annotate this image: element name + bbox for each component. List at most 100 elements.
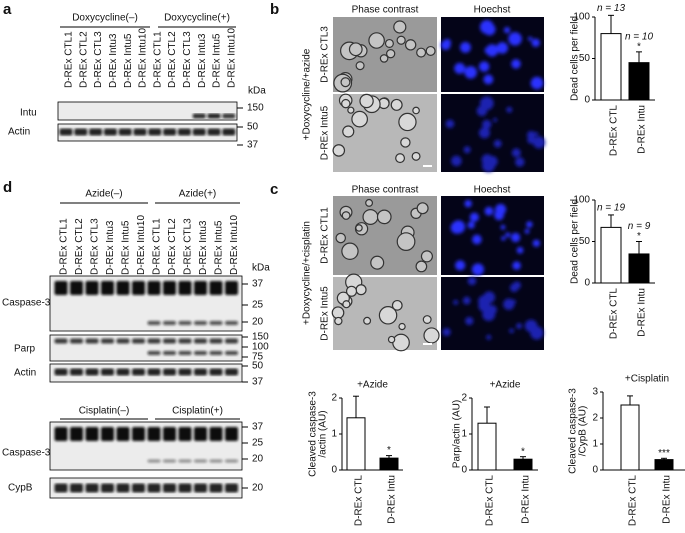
marker-label: 100 xyxy=(252,342,269,353)
cell xyxy=(335,232,346,244)
n-label: n = 10 xyxy=(625,32,654,43)
band xyxy=(54,338,68,344)
cell xyxy=(355,284,367,296)
cell xyxy=(386,49,396,59)
band xyxy=(70,483,83,493)
cells xyxy=(332,93,421,164)
error-bar xyxy=(661,457,667,460)
x-tick-label: D-REx Intu xyxy=(637,288,648,337)
marker-label: 20 xyxy=(252,454,264,465)
marker-label: 50 xyxy=(252,361,264,372)
cell xyxy=(370,255,385,270)
row-label: D-REx CTL3 xyxy=(320,26,331,83)
band xyxy=(194,338,207,344)
nucleus xyxy=(496,42,509,54)
nucleus xyxy=(494,210,505,221)
band xyxy=(194,427,207,441)
cell xyxy=(378,306,398,325)
cell xyxy=(334,316,343,326)
nucleus xyxy=(516,246,524,254)
nucleus xyxy=(536,141,542,147)
y-tick-label: 2 xyxy=(331,393,337,404)
cell xyxy=(351,110,368,128)
lane-label: D-REx CTL2 xyxy=(74,218,85,275)
nucleus xyxy=(515,157,525,167)
cells xyxy=(335,198,433,273)
nucleus xyxy=(455,260,466,271)
nucleus xyxy=(516,323,523,330)
marker-label: 37 xyxy=(252,377,264,388)
band xyxy=(133,128,147,136)
band xyxy=(163,427,176,441)
band xyxy=(178,338,192,344)
bands xyxy=(54,368,238,376)
row-label: Actin xyxy=(14,368,36,379)
nucleus xyxy=(472,234,482,245)
row-label: Intu xyxy=(20,108,37,119)
nucleus xyxy=(511,59,521,69)
band xyxy=(192,128,206,136)
y-tick-label: 0 xyxy=(461,465,467,476)
band xyxy=(194,351,207,355)
nucleus xyxy=(463,146,471,154)
band xyxy=(147,351,161,355)
band xyxy=(132,368,145,376)
band xyxy=(209,459,223,463)
band xyxy=(163,338,176,344)
cell xyxy=(341,98,351,109)
cell xyxy=(348,42,363,57)
nucleus xyxy=(453,299,459,305)
lane-label: D-REx Intu5 xyxy=(214,220,225,275)
band xyxy=(194,368,207,376)
lane-label: D-REx CTL3 xyxy=(93,31,104,88)
nucleus xyxy=(533,131,539,137)
group-label: Doxycycline(–) xyxy=(72,13,138,24)
nucleus xyxy=(451,220,466,234)
band xyxy=(194,321,207,325)
band xyxy=(177,128,191,136)
band xyxy=(70,368,83,376)
cell xyxy=(411,151,421,161)
blot xyxy=(57,123,238,142)
cell xyxy=(342,125,355,138)
row-label: Caspase-3 xyxy=(2,298,51,309)
condition-label: +Doxycycline/+cisplatin xyxy=(302,221,313,325)
cell xyxy=(363,316,372,325)
lane-label: D-REx Intu5 xyxy=(123,33,134,88)
blot xyxy=(57,101,238,121)
cell xyxy=(400,137,411,148)
band xyxy=(89,128,103,136)
bar xyxy=(628,62,650,101)
y-tick-label: 1 xyxy=(592,439,598,450)
band xyxy=(85,368,99,376)
bar xyxy=(513,458,533,471)
y-tick-label: 0 xyxy=(331,465,337,476)
cells xyxy=(333,20,436,93)
lane-label: D-REx Intu10 xyxy=(138,28,149,88)
band xyxy=(178,427,192,441)
band xyxy=(70,338,83,344)
nucleus xyxy=(462,296,471,305)
error-bar xyxy=(520,456,526,460)
cell xyxy=(422,315,432,324)
cell xyxy=(345,285,358,297)
band xyxy=(207,113,221,119)
nucleus xyxy=(483,23,496,36)
error-bar xyxy=(608,14,614,34)
y-axis-label: Dead cells per field xyxy=(570,16,581,101)
cell xyxy=(331,306,345,320)
nucleus xyxy=(464,66,477,79)
bands xyxy=(59,128,236,136)
band xyxy=(225,368,238,376)
column-label: Phase contrast xyxy=(352,5,419,16)
nucleus xyxy=(508,32,522,46)
band xyxy=(194,281,207,295)
marker-label: 50 xyxy=(247,122,259,133)
band xyxy=(116,281,130,295)
band xyxy=(54,368,68,376)
nucleus xyxy=(503,26,511,34)
bands xyxy=(192,113,236,119)
row-label: D-REx Intu5 xyxy=(320,286,331,341)
y-tick-label: 50 xyxy=(579,53,591,64)
